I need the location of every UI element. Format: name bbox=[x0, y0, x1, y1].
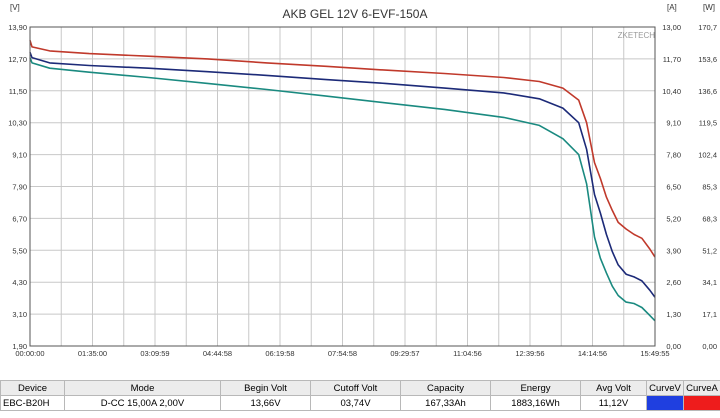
right-tick-label-a: 3,90 bbox=[666, 246, 681, 255]
series-line-0 bbox=[29, 40, 656, 258]
header-curve-a: CurveA bbox=[683, 380, 720, 396]
left-tick-label: 9,10 bbox=[12, 151, 27, 160]
right-axis-unit-w: [W] bbox=[703, 3, 715, 12]
right-tick-label-w: 17,1 bbox=[702, 310, 717, 319]
left-tick-label: 1,90 bbox=[12, 342, 27, 351]
right-axis-ticks-w: 0,00 17,1 34,1 51,2 68,3 85,3 102,4 119,5 136,6 1… bbox=[698, 23, 717, 351]
header-capacity: Capacity bbox=[400, 380, 491, 396]
right-tick-label-a: 0,00 bbox=[666, 342, 681, 351]
info-value-row: EBC-B20H D-CC 15,00A 2,00V 13,66V 03,74V… bbox=[0, 395, 720, 411]
right-axis-ticks-a: 0,00 1,30 2,60 3,90 5,20 6,50 7,80 9,10 10,40 11,… bbox=[662, 23, 681, 351]
right-tick-label-w: 136,6 bbox=[698, 87, 717, 96]
x-axis-ticks: 00:00:00 01:35:00 03:09:59 04:44:58 06:19:58… bbox=[15, 349, 669, 358]
left-tick-label: 4,30 bbox=[12, 278, 27, 287]
right-tick-label-w: 68,3 bbox=[702, 214, 717, 223]
x-tick-label: 11:04:56 bbox=[453, 349, 482, 358]
right-tick-label-a: 2,60 bbox=[666, 278, 681, 287]
left-tick-label: 5,50 bbox=[12, 246, 27, 255]
left-tick-label: 10,30 bbox=[8, 119, 27, 128]
info-header-row: Device Mode Begin Volt Cutoff Volt Capac… bbox=[0, 380, 720, 396]
series-layer bbox=[29, 40, 656, 322]
curve-a-swatch[interactable] bbox=[683, 395, 720, 411]
chart-watermark: ZKETECH bbox=[618, 31, 656, 40]
left-tick-label: 3,10 bbox=[12, 310, 27, 319]
x-tick-label: 07:54:58 bbox=[328, 349, 357, 358]
header-curve-v: CurveV bbox=[646, 380, 684, 396]
left-tick-label: 13,90 bbox=[8, 23, 27, 32]
x-tick-label: 03:09:59 bbox=[140, 349, 169, 358]
left-tick-label: 12,70 bbox=[8, 55, 27, 64]
value-avg-volt: 11,12V bbox=[580, 395, 647, 411]
x-tick-label: 09:29:57 bbox=[390, 349, 419, 358]
value-cutoff-volt: 03,74V bbox=[310, 395, 401, 411]
left-tick-label: 6,70 bbox=[12, 214, 27, 223]
right-tick-label-w: 153,6 bbox=[698, 55, 717, 64]
left-tick-label: 7,90 bbox=[12, 183, 27, 192]
series-line-1 bbox=[29, 52, 656, 298]
x-tick-label: 14:14:56 bbox=[578, 349, 607, 358]
header-cutoff-volt: Cutoff Volt bbox=[310, 380, 401, 396]
x-tick-label: 00:00:00 bbox=[15, 349, 44, 358]
x-tick-label: 06:19:58 bbox=[265, 349, 294, 358]
right-tick-label-a: 9,10 bbox=[666, 119, 681, 128]
value-capacity: 167,33Ah bbox=[400, 395, 491, 411]
right-tick-label-w: 102,4 bbox=[698, 151, 717, 160]
value-device: EBC-B20H bbox=[0, 395, 65, 411]
right-tick-label-w: 119,5 bbox=[699, 119, 717, 128]
right-tick-label-w: 34,1 bbox=[702, 278, 717, 287]
series-line-2 bbox=[29, 57, 656, 322]
plot-frame bbox=[29, 26, 656, 347]
right-axis-unit-a: [A] bbox=[667, 3, 677, 12]
discharge-chart-svg: AKB GEL 12V 6-EVF-150A ZKETECH [V] [A] [… bbox=[8, 3, 717, 358]
info-table: Device Mode Begin Volt Cutoff Volt Capac… bbox=[0, 380, 720, 411]
discharge-chart: AKB GEL 12V 6-EVF-150A ZKETECH [V] [A] [… bbox=[8, 3, 717, 358]
right-tick-label-a: 13,00 bbox=[662, 23, 681, 32]
right-tick-label-a: 6,50 bbox=[666, 183, 681, 192]
right-tick-label-a: 1,30 bbox=[666, 310, 681, 319]
value-mode: D-CC 15,00A 2,00V bbox=[64, 395, 221, 411]
right-tick-label-a: 7,80 bbox=[666, 151, 681, 160]
x-tick-label: 15:49:55 bbox=[640, 349, 669, 358]
x-tick-label: 01:35:00 bbox=[78, 349, 107, 358]
right-tick-label-a: 11,70 bbox=[663, 55, 681, 64]
chart-title: AKB GEL 12V 6-EVF-150A bbox=[283, 7, 428, 21]
value-begin-volt: 13,66V bbox=[220, 395, 311, 411]
header-mode: Mode bbox=[64, 380, 221, 396]
header-avg-volt: Avg Volt bbox=[580, 380, 647, 396]
right-tick-label-a: 10,40 bbox=[662, 87, 681, 96]
left-tick-label: 11,50 bbox=[9, 87, 27, 96]
curve-v-swatch[interactable] bbox=[646, 395, 684, 411]
x-tick-label: 04:44:58 bbox=[203, 349, 232, 358]
header-begin-volt: Begin Volt bbox=[220, 380, 311, 396]
right-tick-label-w: 0,00 bbox=[702, 342, 717, 351]
value-energy: 1883,16Wh bbox=[490, 395, 581, 411]
right-tick-label-w: 51,2 bbox=[702, 246, 717, 255]
header-energy: Energy bbox=[490, 380, 581, 396]
right-tick-label-w: 170,7 bbox=[698, 23, 717, 32]
right-tick-label-a: 5,20 bbox=[666, 214, 681, 223]
right-tick-label-w: 85,3 bbox=[702, 183, 717, 192]
left-axis-ticks: 1,90 3,10 4,30 5,50 6,70 7,90 9,10 10,30 11,50 12… bbox=[8, 23, 27, 351]
x-tick-label: 12:39:56 bbox=[515, 349, 544, 358]
header-device: Device bbox=[0, 380, 65, 396]
left-axis-unit: [V] bbox=[10, 3, 20, 12]
